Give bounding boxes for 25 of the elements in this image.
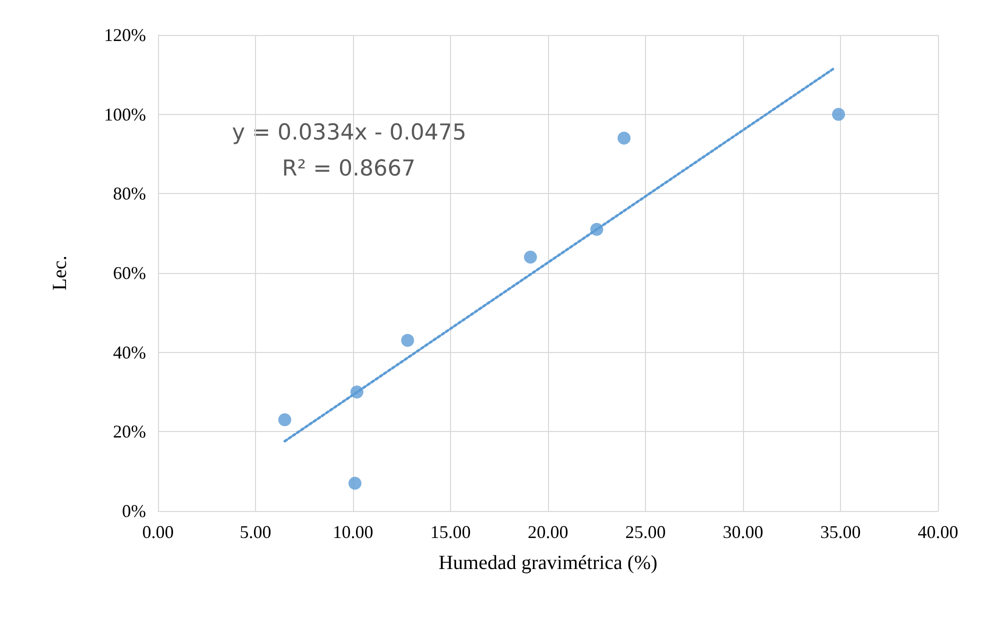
x-tick-label: 0.00	[142, 522, 174, 542]
annotation: R² = 0.8667	[282, 156, 416, 182]
y-tick-label: 60%	[113, 263, 146, 283]
point	[278, 413, 292, 426]
x-tick-label: 30.00	[722, 522, 764, 542]
x-axis-title: Humedad gravimétrica (%)	[438, 552, 658, 574]
y-tick-label: 100%	[104, 104, 146, 124]
y-tick-label: 80%	[113, 184, 146, 204]
point	[618, 132, 631, 145]
x-tick-label: 35.00	[820, 522, 861, 542]
x-tick-label: 25.00	[625, 522, 666, 542]
x-tick-label: 10.00	[332, 522, 374, 542]
y-tick-label: 40%	[113, 342, 146, 362]
point	[524, 250, 537, 264]
point	[348, 476, 362, 490]
x-tick-label: 20.00	[528, 522, 568, 542]
y-tick-label: 20%	[113, 422, 146, 442]
point	[832, 108, 846, 121]
y-tick-label: 0%	[122, 501, 146, 521]
x-tick-label: 5.00	[240, 522, 272, 542]
point	[401, 334, 414, 347]
x-tick-label: 40.00	[918, 522, 958, 542]
y-axis-title: Lec.	[49, 256, 71, 290]
x-tick-label: 15.00	[430, 522, 471, 542]
y-tick-label: 120%	[104, 25, 146, 45]
